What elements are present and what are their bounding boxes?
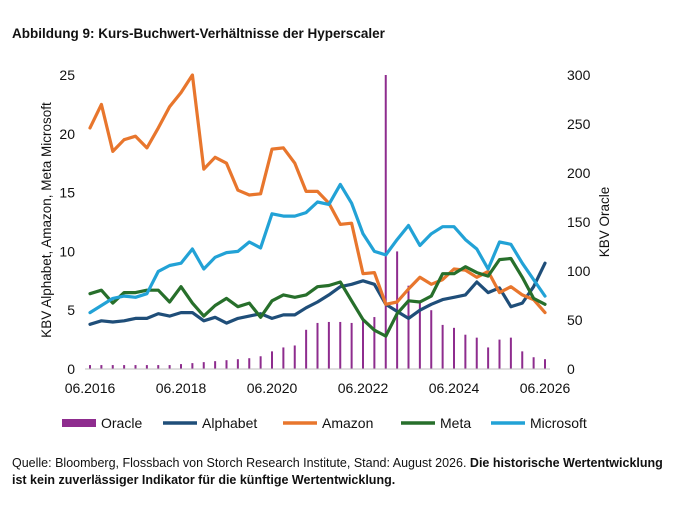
series-line-alphabet [88,261,547,326]
x-tick-label: 06.2022 [338,380,389,396]
oracle-bar [180,364,182,369]
oracle-bar [271,351,273,369]
y-axis-left-label: KBV Alphabet, Amazon, Meta Microsoft [39,102,54,338]
chart-title: Abbildung 9: Kurs-Buchwert-Verhältnisse … [12,26,385,41]
oracle-bar [111,365,114,369]
y-tick-label-left: 5 [67,302,75,318]
kbv-line-chart: 06.2016 06.2018 06.2020 06.2022 06.2024 06.20… [39,67,612,431]
series-line-microsoft [88,182,547,315]
series-line-meta [88,256,547,338]
oracle-bar [134,365,137,369]
y-axis-right-label: KBV Oracle [597,187,612,258]
oracle-bar [168,365,171,369]
legend-label: Meta [440,415,471,431]
oracle-bar [282,347,285,369]
x-tick-label: 06.2024 [429,380,480,396]
legend-item-alphabet: Alphabet [163,415,257,431]
oracle-bar [214,361,217,369]
oracle-bar [362,320,364,369]
oracle-bar [123,365,126,369]
oracle-bar [248,358,251,369]
oracle-bar [339,321,342,369]
oracle-bars [89,75,546,369]
oracle-bar [316,322,319,369]
y-axis-left: 0 5 10 15 20 25 [59,67,75,377]
y-tick-label-left: 0 [67,361,75,377]
legend-item-oracle: Oracle [62,415,142,431]
y-tick-label-right: 100 [567,263,591,279]
legend-item-microsoft: Microsoft [491,415,587,431]
oracle-bar [384,75,387,369]
y-tick-label-right: 200 [567,165,591,181]
oracle-bar [350,322,353,369]
oracle-bar [157,365,160,369]
oracle-bar [407,285,410,369]
oracle-bar [544,359,546,369]
y-tick-label-right: 50 [567,312,583,328]
x-axis: 06.2016 06.2018 06.2020 06.2022 06.2024 06.20… [65,368,571,396]
oracle-bar [441,324,444,369]
oracle-bar [145,365,148,369]
oracle-bar [498,339,501,369]
oracle-bar [225,360,228,369]
oracle-bar [509,337,512,369]
oracle-bar [259,356,262,369]
oracle-bar [464,334,467,369]
x-tick-label: 06.2020 [247,380,298,396]
legend-item-amazon: Amazon [283,415,373,431]
series-line-amazon [88,73,547,315]
y-axis-right: 0 50 100 150 200 250 300 [567,67,591,377]
oracle-bar [202,362,205,369]
oracle-bar [475,337,478,369]
oracle-bar [430,310,433,369]
oracle-bar [327,321,330,369]
y-tick-label-left: 20 [59,126,75,142]
y-tick-label-right: 0 [567,361,575,377]
y-tick-label-left: 15 [59,185,75,201]
oracle-bar [89,365,91,369]
oracle-bar [236,359,239,369]
x-tick-label: 06.2016 [65,380,116,396]
oracle-bar [305,329,308,369]
legend-swatch [62,419,96,427]
y-tick-label-left: 10 [59,243,75,259]
legend-label: Oracle [101,415,142,431]
oracle-bar [532,357,535,369]
oracle-bar [418,300,421,369]
source-disclaimer: Die historische Wertentwicklung ist kein… [12,456,663,487]
source-text: Quelle: Bloomberg, Flossbach von Storch … [12,456,467,470]
oracle-bar [453,327,455,369]
x-tick-label: 06.2026 [520,380,571,396]
series-lines [88,73,547,338]
y-tick-label-right: 250 [567,116,591,132]
legend: Oracle Alphabet Amazon Meta Microsoft [62,415,587,431]
x-tick-label: 06.2018 [156,380,207,396]
oracle-bar [191,363,194,369]
legend-item-meta: Meta [401,415,471,431]
source-note: Quelle: Bloomberg, Flossbach von Storch … [12,455,664,489]
y-tick-label-right: 150 [567,214,591,230]
y-tick-label-left: 25 [59,67,75,83]
oracle-bar [373,317,376,369]
oracle-bar [521,351,524,369]
y-tick-label-right: 300 [567,67,591,83]
legend-label: Alphabet [202,415,257,431]
legend-label: Amazon [322,415,373,431]
legend-label: Microsoft [530,415,587,431]
oracle-bar [100,365,103,369]
oracle-bar [293,345,296,369]
oracle-bar [487,347,490,369]
